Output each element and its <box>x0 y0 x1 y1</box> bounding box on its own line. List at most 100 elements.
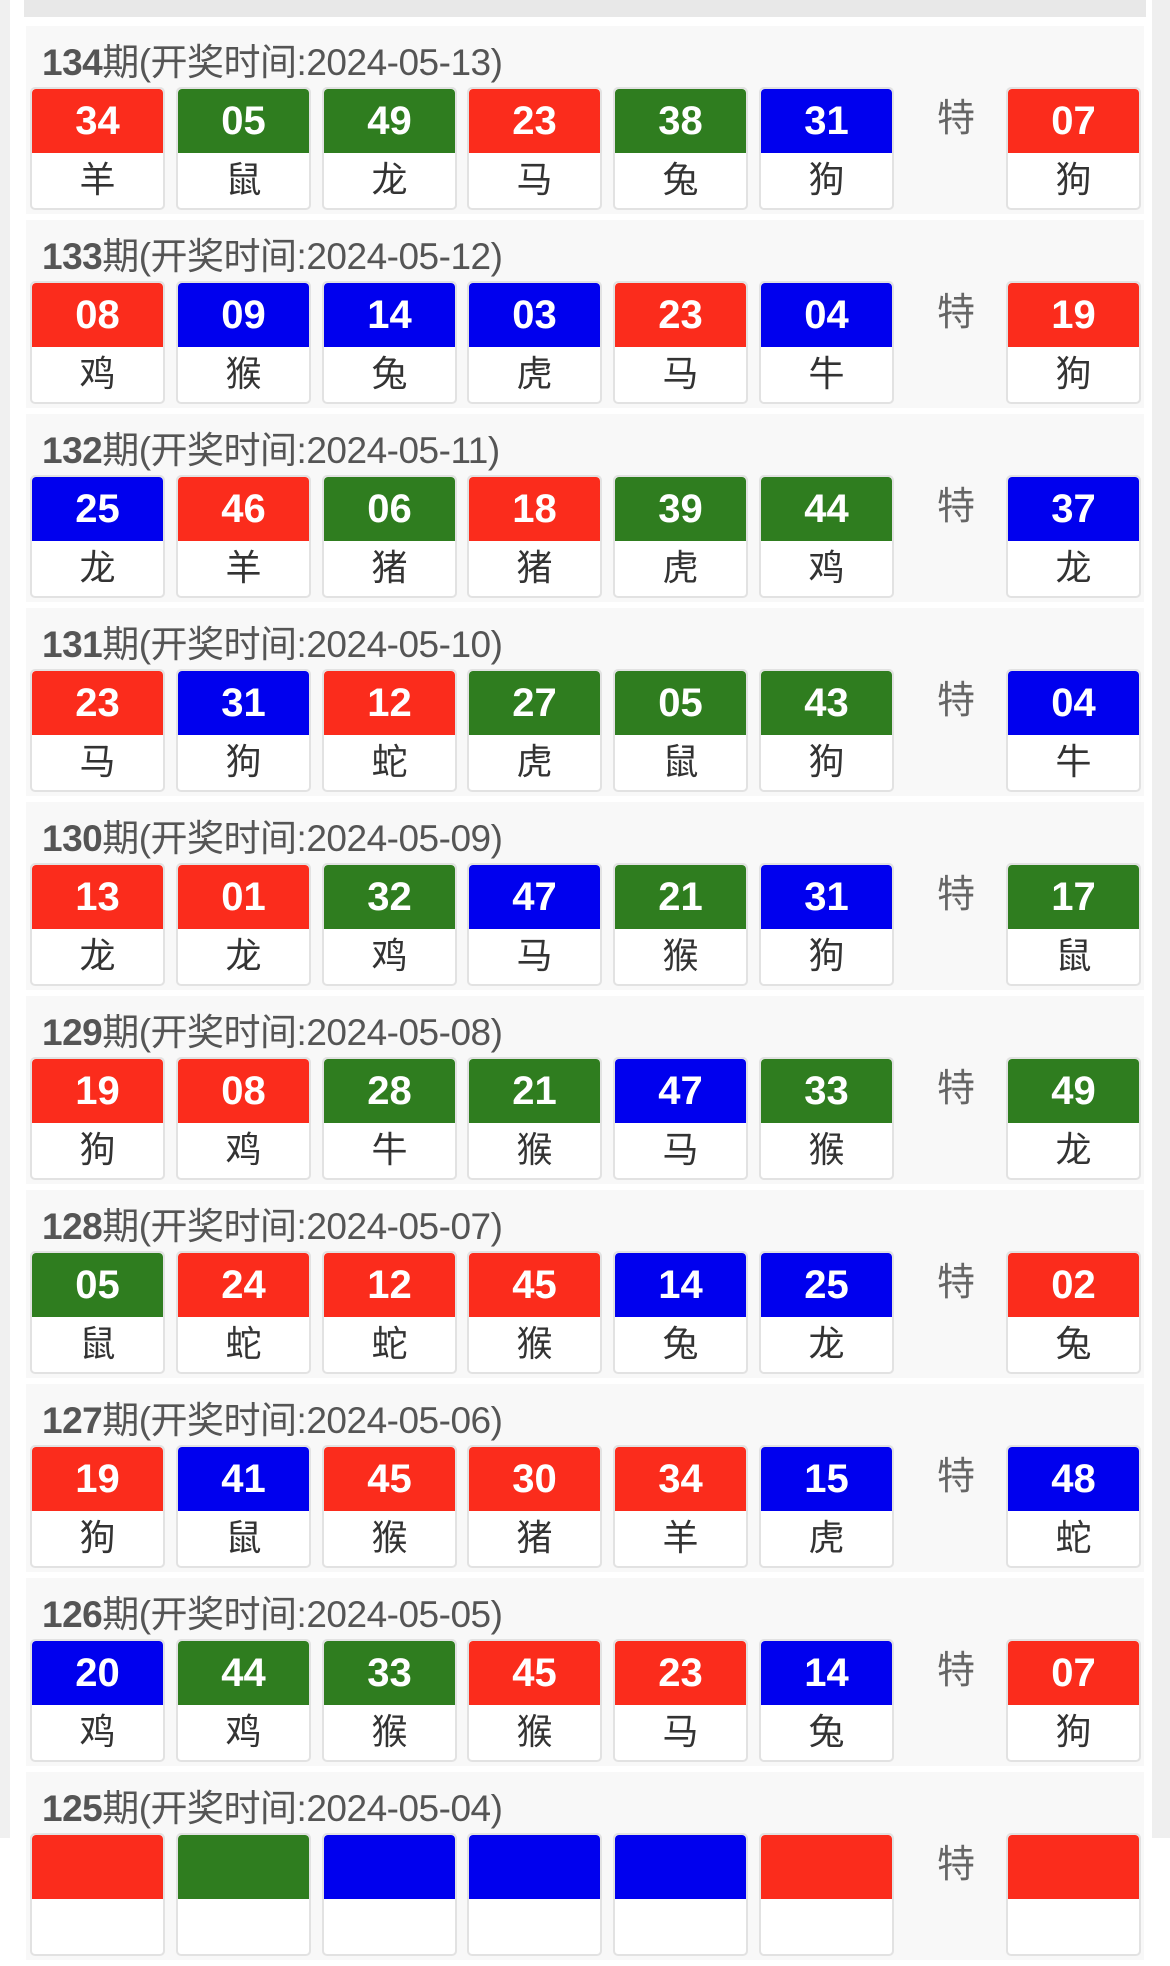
ball-number: 44 <box>178 1641 309 1705</box>
special-label: 特 <box>936 872 975 916</box>
ball-zodiac: 马 <box>662 354 699 395</box>
ball-number: 19 <box>32 1059 163 1123</box>
ball-zodiac: 羊 <box>225 548 262 589</box>
ball-zodiac: 牛 <box>371 1130 408 1171</box>
ball-number: 06 <box>324 477 455 541</box>
ball-number: 45 <box>469 1641 600 1705</box>
number-ball: 31 狗 <box>759 863 894 986</box>
ball-zodiac: 鼠 <box>1055 936 1092 977</box>
ball-zodiac: 牛 <box>808 354 845 395</box>
number-ball: 21 猴 <box>613 863 748 986</box>
issue-suffix: 期 <box>102 236 139 277</box>
ball-number: 04 <box>761 283 892 347</box>
draw-title: 127期(开奖时间:2024-05-06) <box>42 1390 503 1444</box>
number-ball: 15 虎 <box>759 1445 894 1568</box>
special-label: 特 <box>936 484 975 528</box>
draw-title: 130期(开奖时间:2024-05-09) <box>42 808 503 862</box>
ball-number <box>324 1835 455 1899</box>
ball-zodiac: 猪 <box>371 548 408 589</box>
issue-number: 132 <box>42 430 103 471</box>
top-bar <box>24 0 1146 17</box>
ball-zodiac: 狗 <box>1055 160 1092 201</box>
ball-number: 03 <box>469 283 600 347</box>
ball-zodiac: 羊 <box>79 160 116 201</box>
ball-zodiac: 猴 <box>662 936 699 977</box>
special-label: 特 <box>936 1648 975 1692</box>
number-ball <box>759 1833 894 1956</box>
ball-number: 17 <box>1008 865 1139 929</box>
draw-title: 128期(开奖时间:2024-05-07) <box>42 1196 503 1250</box>
ball-zodiac <box>761 1899 892 1954</box>
scrollbar-track[interactable] <box>1152 0 1170 1838</box>
ball-number: 08 <box>32 283 163 347</box>
ball-number: 23 <box>469 89 600 153</box>
number-ball: 12 蛇 <box>322 669 457 792</box>
issue-number: 128 <box>42 1206 103 1247</box>
ball-zodiac: 狗 <box>79 1130 116 1171</box>
issue-suffix: 期 <box>102 624 139 665</box>
ball-number: 31 <box>761 865 892 929</box>
ball-zodiac: 鸡 <box>371 936 408 977</box>
number-ball: 23 马 <box>613 281 748 404</box>
ball-number: 37 <box>1008 477 1139 541</box>
ball-number <box>32 1835 163 1899</box>
ball-zodiac: 马 <box>662 1130 699 1171</box>
number-ball: 01 龙 <box>176 863 311 986</box>
number-ball: 19 狗 <box>30 1057 165 1180</box>
ball-zodiac: 龙 <box>79 936 116 977</box>
ball-number: 14 <box>761 1641 892 1705</box>
ball-number: 07 <box>1008 1641 1139 1705</box>
issue-suffix: 期 <box>102 1400 139 1441</box>
ball-number: 38 <box>615 89 746 153</box>
issue-suffix: 期 <box>102 430 139 471</box>
ball-number: 13 <box>32 865 163 929</box>
ball-number: 07 <box>1008 89 1139 153</box>
draw-row: 132期(开奖时间:2024-05-11) 25 龙 46 羊 06 猪 18 猪 39 虎 44 鸡特… <box>26 414 1144 602</box>
draw-row: 131期(开奖时间:2024-05-10) 23 马 31 狗 12 蛇 27 虎 05 鼠 43 狗特… <box>26 608 1144 796</box>
ball-number: 09 <box>178 283 309 347</box>
number-ball: 13 龙 <box>30 863 165 986</box>
number-ball: 06 猪 <box>322 475 457 598</box>
special-ball: 48 蛇 <box>1006 1445 1141 1568</box>
ball-number: 49 <box>324 89 455 153</box>
ball-zodiac: 蛇 <box>1055 1518 1092 1559</box>
ball-zodiac: 狗 <box>1055 1712 1092 1753</box>
draw-date: (开奖时间:2024-05-13) <box>138 42 503 83</box>
special-label: 特 <box>936 1842 975 1886</box>
ball-number: 19 <box>32 1447 163 1511</box>
special-ball <box>1006 1833 1141 1956</box>
number-ball: 45 猴 <box>467 1251 602 1374</box>
ball-number: 05 <box>178 89 309 153</box>
number-ball: 33 猴 <box>759 1057 894 1180</box>
ball-zodiac: 龙 <box>371 160 408 201</box>
ball-number <box>469 1835 600 1899</box>
ball-zodiac: 猴 <box>516 1130 553 1171</box>
draw-date: (开奖时间:2024-05-08) <box>138 1012 503 1053</box>
ball-zodiac: 猴 <box>516 1324 553 1365</box>
ball-zodiac <box>32 1899 163 1954</box>
ball-zodiac: 龙 <box>1055 1130 1092 1171</box>
number-ball: 08 鸡 <box>30 281 165 404</box>
draw-row: 127期(开奖时间:2024-05-06) 19 狗 41 鼠 45 猴 30 猪 34 羊 15 虎特… <box>26 1384 1144 1572</box>
number-ball: 41 鼠 <box>176 1445 311 1568</box>
ball-number: 48 <box>1008 1447 1139 1511</box>
number-ball: 32 鸡 <box>322 863 457 986</box>
draw-results-list: 134期(开奖时间:2024-05-13) 34 羊 05 鼠 49 龙 23 马 38 兔 31 狗特… <box>26 26 1144 1966</box>
number-ball: 44 鸡 <box>759 475 894 598</box>
number-ball: 31 狗 <box>759 87 894 210</box>
ball-number <box>615 1835 746 1899</box>
number-ball <box>30 1833 165 1956</box>
issue-suffix: 期 <box>102 1206 139 1247</box>
ball-number: 18 <box>469 477 600 541</box>
ball-number: 49 <box>1008 1059 1139 1123</box>
ball-zodiac: 猪 <box>516 1518 553 1559</box>
ball-zodiac: 狗 <box>1055 354 1092 395</box>
number-ball: 19 狗 <box>30 1445 165 1568</box>
ball-zodiac: 兔 <box>371 354 408 395</box>
ball-zodiac: 蛇 <box>371 1324 408 1365</box>
ball-zodiac <box>469 1899 600 1954</box>
ball-zodiac: 猴 <box>516 1712 553 1753</box>
issue-number: 125 <box>42 1788 103 1829</box>
number-ball: 25 龙 <box>30 475 165 598</box>
special-label: 特 <box>936 678 975 722</box>
